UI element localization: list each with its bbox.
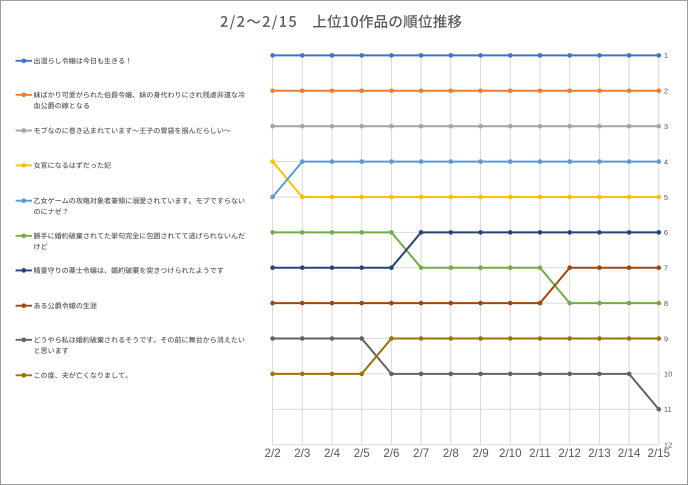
svg-text:7: 7 <box>664 264 668 273</box>
svg-text:2/9: 2/9 <box>473 447 489 460</box>
svg-text:8: 8 <box>664 299 668 308</box>
svg-text:2/12: 2/12 <box>558 447 581 460</box>
svg-text:1: 1 <box>664 51 668 60</box>
svg-text:2/5: 2/5 <box>354 447 370 460</box>
svg-text:2/14: 2/14 <box>618 447 641 460</box>
svg-text:2/7: 2/7 <box>413 447 429 460</box>
svg-text:11: 11 <box>664 405 672 414</box>
svg-text:2/2: 2/2 <box>265 447 281 460</box>
svg-text:2/13: 2/13 <box>588 447 611 460</box>
svg-text:2/3: 2/3 <box>294 447 310 460</box>
svg-text:4: 4 <box>664 157 668 166</box>
svg-text:2/10: 2/10 <box>499 447 522 460</box>
svg-text:2/8: 2/8 <box>443 447 459 460</box>
svg-text:2/15: 2/15 <box>648 447 671 460</box>
svg-text:2/4: 2/4 <box>324 447 341 460</box>
svg-text:6: 6 <box>664 228 668 237</box>
svg-text:10: 10 <box>664 370 672 379</box>
svg-text:2: 2 <box>664 87 668 96</box>
svg-text:2/6: 2/6 <box>383 447 399 460</box>
svg-text:2/11: 2/11 <box>529 447 551 460</box>
svg-text:5: 5 <box>664 193 668 202</box>
svg-text:9: 9 <box>664 334 668 343</box>
svg-text:12: 12 <box>664 441 672 450</box>
svg-text:3: 3 <box>664 122 668 131</box>
